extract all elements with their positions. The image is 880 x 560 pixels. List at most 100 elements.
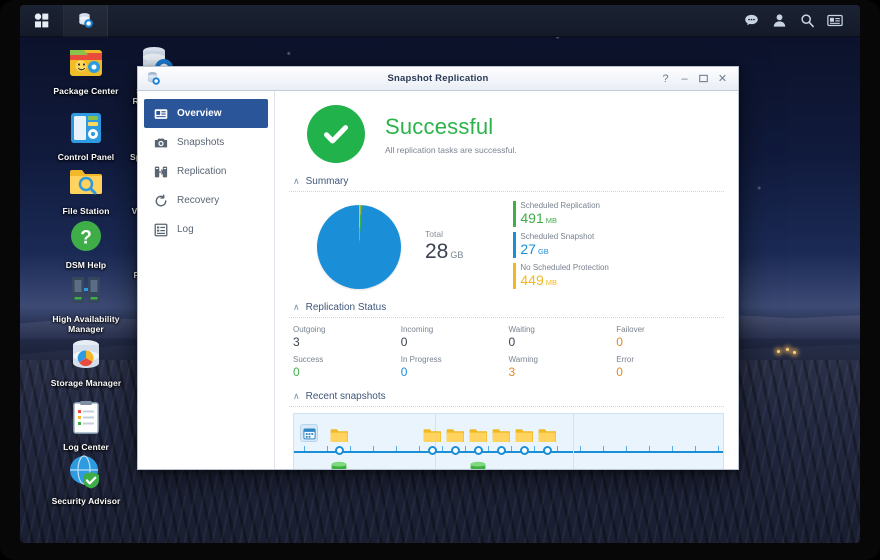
status-cell-value: 0 <box>400 365 408 379</box>
desktop-icon-security-advisor[interactable]: Security Advisor <box>45 451 127 506</box>
camera-icon <box>152 136 170 150</box>
recent-snapshots-timeline[interactable]: 10:0011:0012:00 <box>293 413 724 469</box>
section-header-summary[interactable]: ∧ Summary <box>289 173 724 189</box>
close-button[interactable]: ✕ <box>717 73 728 85</box>
file-station-icon <box>65 161 107 203</box>
timeline-folder-icon[interactable] <box>423 428 442 448</box>
status-cell-value: 0 <box>400 335 408 349</box>
timeline-folder-icon[interactable] <box>492 428 511 448</box>
desktop-icon-label: File Station <box>62 206 110 216</box>
legend-number: 449 <box>520 272 544 288</box>
status-cell-label: Error <box>616 355 635 364</box>
section-divider <box>289 191 724 192</box>
timeline-tick <box>511 446 512 452</box>
status-cell-label: Failover <box>616 325 645 334</box>
status-cell-in-progress: In Progress 0 <box>401 354 509 379</box>
chevron-up-icon: ∧ <box>293 176 300 186</box>
desktop-icon-label: Package Center <box>53 86 119 96</box>
legend-color-bar <box>513 201 517 227</box>
svg-text:?: ? <box>80 228 92 249</box>
speech-bubble-icon[interactable] <box>738 5 764 37</box>
timeline-folder-icon[interactable] <box>515 428 534 448</box>
legend-item-scheduled-replication: Scheduled Replication 491 MB <box>513 200 609 228</box>
replication-status-grid: Outgoing 3 Incoming 0 Waiting 0 Failov <box>289 318 724 388</box>
timeline-tick <box>442 446 443 452</box>
timeline-axis <box>294 451 723 453</box>
sidebar-item-label: Snapshots <box>177 137 225 148</box>
person-icon[interactable] <box>766 5 792 37</box>
sidebar-item-overview[interactable]: Overview <box>144 99 268 128</box>
window-title: Snapshot Replication <box>387 73 489 84</box>
log-list-icon <box>152 223 170 237</box>
timeline-folder-icon[interactable] <box>446 428 465 448</box>
desktop-icon-high-availability-manager[interactable]: High Availability Manager <box>45 269 127 334</box>
taskbar-app-snapshot-replication[interactable] <box>64 5 108 37</box>
timeline-folder-icon[interactable] <box>538 428 557 448</box>
snapshot-replication-icon <box>142 71 164 86</box>
minimize-button[interactable]: – <box>681 72 688 85</box>
legend-unit: MB <box>545 278 557 287</box>
status-cell-incoming: Incoming 0 <box>401 324 509 349</box>
legend-label: Scheduled Replication <box>520 201 600 210</box>
taskbar <box>20 5 860 37</box>
section-header-recent-snapshots[interactable]: ∧ Recent snapshots <box>289 388 724 404</box>
desktop-icon-storage-manager[interactable]: Storage Manager <box>45 333 127 388</box>
desktop-icon-file-station[interactable]: File Station <box>45 161 127 216</box>
timeline-node[interactable] <box>497 446 506 455</box>
screen: Package Center Snapshot Replication <box>20 5 860 543</box>
legend-color-bar <box>513 263 517 289</box>
timeline-snapshot-icon[interactable] <box>469 461 487 469</box>
timeline-folder-icon[interactable] <box>469 428 488 448</box>
timeline-node[interactable] <box>335 446 344 455</box>
widget-panel-icon[interactable] <box>822 5 848 37</box>
status-cell-warning: Warning 3 <box>509 354 617 379</box>
maximize-button[interactable] <box>694 69 713 89</box>
summary-legend: Scheduled Replication 491 MB Scheduled Sn… <box>513 200 609 293</box>
timeline-folder-icon[interactable] <box>330 428 349 448</box>
timeline-tick <box>580 446 581 452</box>
replication-arrow-icon <box>152 165 170 179</box>
timeline-node[interactable] <box>474 446 483 455</box>
total-label: Total <box>425 229 443 239</box>
desktop-icon-control-panel[interactable]: Control Panel <box>45 107 127 162</box>
sidebar-item-snapshots[interactable]: Snapshots <box>144 128 268 157</box>
sidebar-item-recovery[interactable]: Recovery <box>144 186 268 215</box>
package-center-icon <box>65 41 107 83</box>
timeline-node[interactable] <box>520 446 529 455</box>
help-button[interactable]: ? <box>662 72 669 85</box>
status-cell-label: In Progress <box>400 355 442 364</box>
desktop-icon-log-center[interactable]: Log Center <box>45 397 127 452</box>
sidebar-item-replication[interactable]: Replication <box>144 157 268 186</box>
section-header-replication-status[interactable]: ∧ Replication Status <box>289 299 724 315</box>
timeline-node[interactable] <box>451 446 460 455</box>
timeline-node[interactable] <box>543 446 552 455</box>
wallpaper-light <box>786 348 789 351</box>
calendar-icon[interactable] <box>300 424 318 442</box>
section-title: Summary <box>305 176 349 187</box>
status-cell-value: 0 <box>293 365 300 379</box>
main-menu-button[interactable] <box>20 5 64 37</box>
desktop-icon-dsm-help[interactable]: ? DSM Help <box>45 215 127 270</box>
desktop-icon-package-center[interactable]: Package Center <box>45 41 127 96</box>
total-value: 28 GB <box>425 240 463 264</box>
total-unit: GB <box>450 250 464 260</box>
timeline-node[interactable] <box>428 446 437 455</box>
sidebar-item-label: Replication <box>177 166 227 177</box>
status-cell-failover: Failover 0 <box>616 324 724 349</box>
taskbar-right-group <box>736 5 860 36</box>
timeline-snapshot-icon[interactable] <box>330 461 348 469</box>
status-text-group: Successful All replication tasks are suc… <box>385 114 517 155</box>
legend-number: 491 <box>520 210 544 226</box>
status-cell-error: Error 0 <box>616 354 724 379</box>
desktop-icon-label: Log Center <box>63 442 109 452</box>
desktop-icon-label: Storage Manager <box>50 378 122 388</box>
timeline-tick <box>649 446 650 452</box>
storage-manager-icon <box>65 333 107 375</box>
search-icon[interactable] <box>794 5 820 37</box>
sidebar-item-log[interactable]: Log <box>144 215 268 244</box>
desktop-icon-label: Control Panel <box>57 152 115 162</box>
window-titlebar[interactable]: Snapshot Replication ? – ✕ <box>138 67 738 91</box>
chevron-up-icon: ∧ <box>293 391 300 401</box>
timeline-tick <box>419 446 420 452</box>
